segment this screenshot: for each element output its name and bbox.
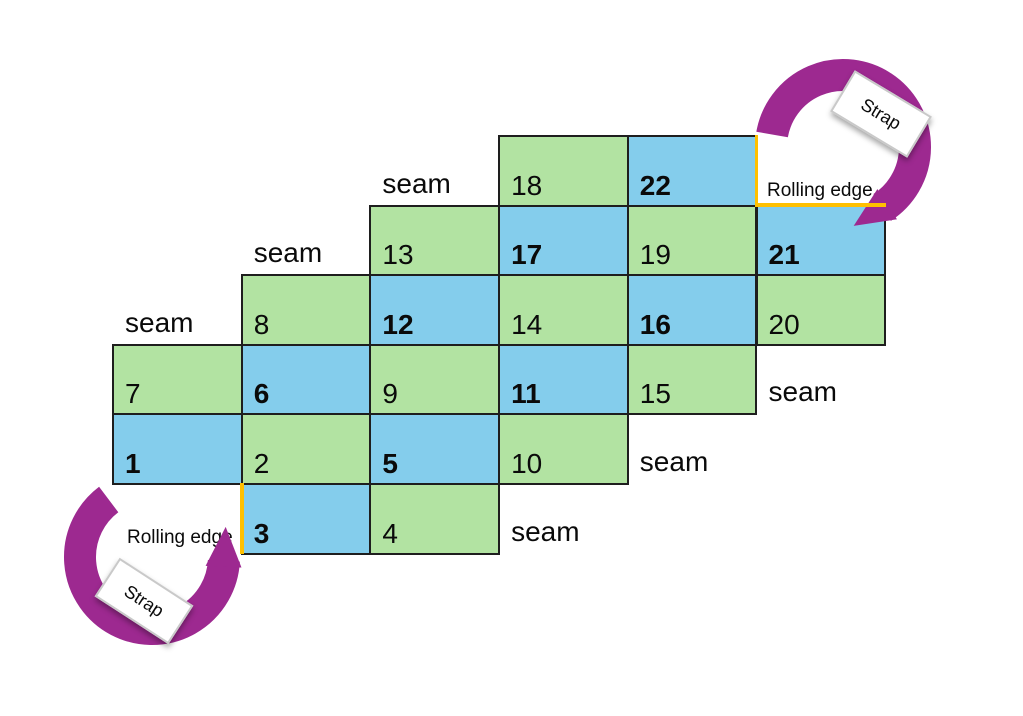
cell-number: 16 <box>639 308 671 340</box>
cell-number: 14 <box>511 308 543 340</box>
seam-label-1: seam <box>382 167 451 199</box>
cell-number: 8 <box>253 308 270 340</box>
strap-arc-bottom-left <box>64 486 242 645</box>
seam-label-2: seam <box>253 237 323 269</box>
cell-number: 3 <box>253 517 270 549</box>
cell-number: 19 <box>639 239 671 271</box>
cell-15: 15 <box>626 343 758 416</box>
cell-3: 3 <box>240 483 372 555</box>
cell-number: 5 <box>382 447 398 479</box>
cell-number: 21 <box>768 239 800 271</box>
seam-label-4: seam <box>768 376 837 408</box>
seam-label-5: seam <box>639 446 709 477</box>
rolling-edge-line-top-right-horizontal <box>754 203 887 207</box>
cell-number: 18 <box>511 169 543 201</box>
strap-tag-label: Strap <box>857 93 905 134</box>
cell-14: 14 <box>498 274 629 346</box>
cell-number: 6 <box>253 378 270 410</box>
rolling-edge-line-top-right-vertical <box>754 135 759 206</box>
cell-number: 10 <box>511 447 543 479</box>
cell-12: 12 <box>369 274 501 346</box>
cell-number: 7 <box>125 378 141 410</box>
cell-7: 7 <box>112 343 243 416</box>
cell-10: 10 <box>498 413 629 485</box>
cell-number: 4 <box>382 517 398 549</box>
rolling-edge-label-top-right: Rolling edge <box>767 180 873 201</box>
cell-number: 2 <box>253 447 270 479</box>
cell-number: 9 <box>382 378 398 410</box>
cell-number: 13 <box>382 239 414 271</box>
cell-9: 9 <box>369 343 501 416</box>
cell-number: 12 <box>382 308 414 340</box>
cell-number: 17 <box>511 239 543 271</box>
cell-20: 20 <box>755 274 887 346</box>
cell-number: 22 <box>639 169 671 201</box>
cell-5: 5 <box>369 413 501 485</box>
cell-4: 4 <box>369 483 501 555</box>
cell-13: 13 <box>369 204 501 277</box>
cell-number: 11 <box>511 378 541 410</box>
seam-label-3: seam <box>125 306 194 338</box>
cell-1: 1 <box>112 413 243 485</box>
strap-tag-label: Strap <box>120 580 168 621</box>
cell-number: 1 <box>125 447 141 479</box>
cell-22: 22 <box>626 135 758 207</box>
cell-16: 16 <box>626 274 758 346</box>
cell-number: 20 <box>768 308 800 340</box>
cell-18: 18 <box>498 135 629 207</box>
cell-8: 8 <box>240 274 372 346</box>
rolling-edge-line-bottom-left-vertical <box>240 483 244 554</box>
seam-label-6: seam <box>511 515 580 547</box>
cell-number: 15 <box>639 378 671 410</box>
